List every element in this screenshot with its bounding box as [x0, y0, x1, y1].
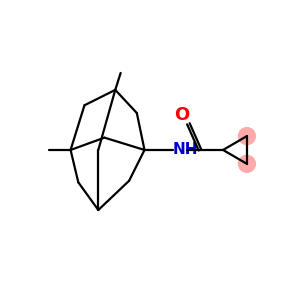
Circle shape	[238, 155, 255, 172]
Circle shape	[238, 128, 255, 145]
Text: NH: NH	[173, 142, 199, 158]
Text: O: O	[175, 106, 190, 124]
